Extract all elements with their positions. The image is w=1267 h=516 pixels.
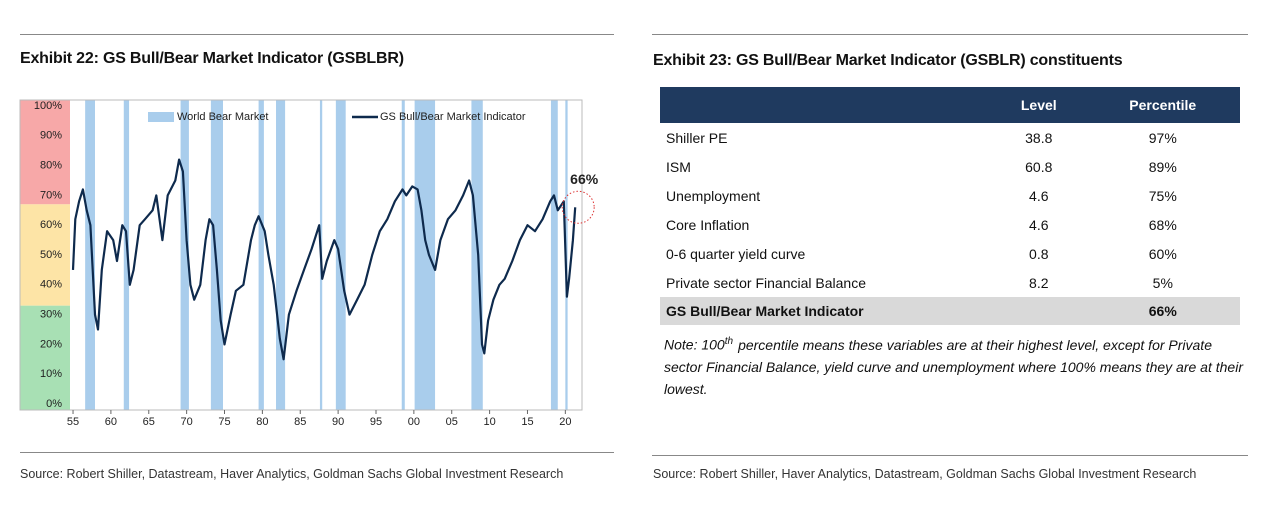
y-tick-label: 100% xyxy=(34,100,62,112)
table-cell: 75% xyxy=(1148,187,1177,204)
legend-label: World Bear Market xyxy=(177,111,269,123)
table-cell: 4.6 xyxy=(1029,216,1049,233)
table-cell: Unemployment xyxy=(666,187,761,204)
bear-market xyxy=(123,100,130,410)
note-text: percentile means these variables are at … xyxy=(664,336,1243,397)
note: Note: 100th percentile means these variab… xyxy=(664,331,1244,400)
table-cell: 89% xyxy=(1148,158,1177,175)
y-tick-label: 90% xyxy=(40,130,62,142)
x-tick-label: 15 xyxy=(521,416,533,428)
x-tick-label: 95 xyxy=(370,416,382,428)
zone xyxy=(20,204,70,306)
top-rule xyxy=(20,34,614,35)
zone xyxy=(20,100,70,205)
bear-market xyxy=(401,100,405,410)
table-cell xyxy=(992,297,1086,325)
total-row: GS Bull/Bear Market Indicator 66% xyxy=(660,297,1240,325)
table-cell: 0.8 xyxy=(1029,245,1049,262)
header-cell xyxy=(660,87,992,123)
bear-market xyxy=(180,100,189,410)
x-tick-label: 20 xyxy=(559,416,571,428)
note-prefix: Note: 100 xyxy=(664,336,725,353)
bottom-rule xyxy=(20,452,614,453)
x-tick-label: 85 xyxy=(294,416,306,428)
y-tick-label: 30% xyxy=(40,309,62,321)
zone xyxy=(20,305,70,410)
header-cell: Level xyxy=(992,87,1086,123)
table-row: ISM 60.8 89% xyxy=(660,152,1240,181)
legend-label: GS Bull/Bear Market Indicator xyxy=(380,111,526,123)
bear-market xyxy=(550,100,558,410)
x-tick-label: 10 xyxy=(483,416,495,428)
top-rule xyxy=(652,34,1248,35)
chart: 0% 10% 20% 30% 40% 50% 60% 70% 80% 90% 100% 55 60 65 7… xyxy=(19,99,599,428)
table-cell: Private sector Financial Balance xyxy=(666,274,866,291)
note-sup: th xyxy=(724,336,734,347)
bear-market xyxy=(414,100,436,410)
x-tick-label: 60 xyxy=(105,416,117,428)
line xyxy=(71,158,577,361)
table-row: 0-6 quarter yield curve 0.8 60% xyxy=(660,239,1240,268)
table-cell: 66% xyxy=(1085,297,1240,325)
table-cell: 68% xyxy=(1148,216,1177,233)
y-tick-label: 50% xyxy=(40,249,62,261)
bear-market xyxy=(276,100,286,410)
legend-swatch xyxy=(148,112,174,122)
x-tick-label: 55 xyxy=(67,416,79,428)
plot-frame xyxy=(19,99,583,411)
annotation-circle xyxy=(561,190,595,224)
bear-market xyxy=(210,100,223,410)
table-row: Shiller PE 38.8 97% xyxy=(660,123,1240,152)
left-source: Source: Robert Shiller, Datastream, Have… xyxy=(20,467,564,481)
x-tick-label: 65 xyxy=(143,416,155,428)
y-tick-label: 60% xyxy=(40,219,62,231)
header-cell: Percentile xyxy=(1085,87,1240,123)
table-cell: GS Bull/Bear Market Indicator xyxy=(660,297,992,325)
annotation: 66% xyxy=(570,171,599,187)
table-cell: 5% xyxy=(1152,274,1173,291)
y-tick-label: 70% xyxy=(40,189,62,201)
right-source: Source: Robert Shiller, Haver Analytics,… xyxy=(653,467,1197,481)
x-tick-label: 90 xyxy=(332,416,344,428)
y-tick-label: 40% xyxy=(40,279,62,291)
y-tick-label: 80% xyxy=(40,159,62,171)
table-cell: 97% xyxy=(1148,129,1177,146)
y-tick-label: 0% xyxy=(46,398,62,410)
x-tick-label: 05 xyxy=(446,416,458,428)
table-cell: 8.2 xyxy=(1029,274,1049,291)
table-cell: 38.8 xyxy=(1025,129,1053,146)
table-cell: Core Inflation xyxy=(666,216,750,233)
left-title: Exhibit 22: GS Bull/Bear Market Indicato… xyxy=(20,50,404,67)
bear-market xyxy=(335,100,346,410)
x-tick-label: 70 xyxy=(181,416,193,428)
table-body: Shiller PE 38.8 97% ISM 60.8 89% Unemployment 4… xyxy=(660,123,1240,325)
table-row: Unemployment 4.6 75% xyxy=(660,181,1240,210)
x-tick-label: 75 xyxy=(218,416,230,428)
right-title: Exhibit 23: GS Bull/Bear Market Indicato… xyxy=(653,52,1123,69)
table-cell: 60.8 xyxy=(1025,158,1053,175)
y-tick-label: 20% xyxy=(40,338,62,350)
bear-market xyxy=(85,100,95,410)
bottom-rule xyxy=(652,455,1248,456)
table-cell: 4.6 xyxy=(1029,187,1049,204)
bear-market xyxy=(258,100,264,410)
x-tick-label: 00 xyxy=(408,416,420,428)
y-tick-label: 10% xyxy=(40,368,62,380)
table-row: Core Inflation 4.6 68% xyxy=(660,210,1240,239)
table-row: Private sector Financial Balance 8.2 5% xyxy=(660,268,1240,297)
table-cell: Shiller PE xyxy=(666,129,728,146)
constituents-table: Level Percentile Shiller PE 38.8 97% ISM 60.… xyxy=(660,87,1240,325)
header-row: Level Percentile xyxy=(660,87,1240,123)
x-tick-label: 80 xyxy=(256,416,268,428)
table-cell: 0-6 quarter yield curve xyxy=(666,245,806,262)
table-cell: 60% xyxy=(1148,245,1177,262)
table-cell: ISM xyxy=(666,158,691,175)
